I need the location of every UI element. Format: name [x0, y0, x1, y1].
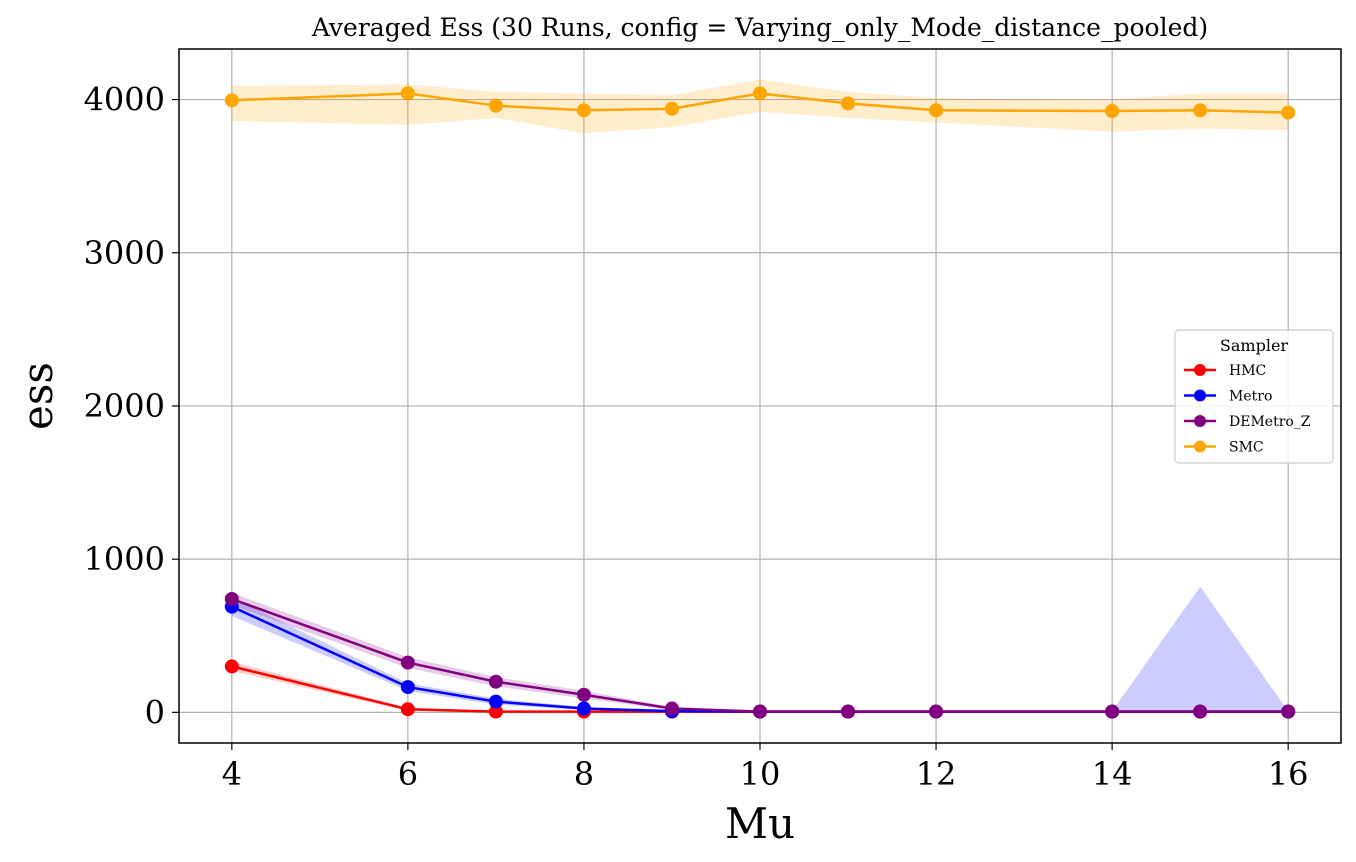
point-demetro-z	[576, 687, 591, 702]
legend-marker-demetro-z	[1194, 415, 1206, 427]
legend-label-hmc: HMC	[1229, 363, 1266, 379]
point-metro	[400, 680, 415, 695]
x-tick-label: 12	[916, 755, 957, 793]
x-axis-label: Mu	[725, 799, 795, 848]
legend-label-smc: SMC	[1229, 440, 1264, 456]
point-smc	[400, 86, 415, 101]
y-tick-label: 2000	[84, 387, 165, 425]
legend-marker-smc	[1194, 440, 1206, 453]
point-smc	[1193, 103, 1208, 118]
point-hmc	[400, 702, 415, 717]
legend-box	[1174, 329, 1334, 464]
band-metro	[231, 586, 1289, 713]
point-hmc	[488, 704, 503, 719]
point-demetro-z	[929, 704, 944, 719]
point-smc	[664, 101, 679, 116]
point-demetro-z	[664, 701, 679, 716]
point-demetro-z	[1193, 704, 1208, 719]
point-smc	[841, 96, 856, 111]
point-smc	[1281, 105, 1296, 120]
y-tick-label: 1000	[84, 540, 165, 578]
chart-title: Averaged Ess (30 Runs, config = Varying_…	[311, 13, 1208, 42]
legend-label-metro: Metro	[1229, 389, 1272, 405]
y-tick-label: 4000	[84, 81, 165, 119]
point-demetro-z	[400, 655, 415, 670]
y-tick-label: 3000	[84, 234, 165, 272]
grid	[179, 49, 1341, 743]
point-smc	[488, 98, 503, 113]
legend-title: Sampler	[1220, 336, 1289, 355]
point-smc	[929, 103, 944, 118]
axes: 4 6 8 10 12 14 16 0 1000 2000 3000 4000	[84, 48, 1342, 793]
x-tick-label: 10	[740, 755, 781, 793]
x-tick-label: 8	[574, 755, 594, 793]
x-tick-label: 16	[1268, 755, 1309, 793]
y-tick-label: 0	[145, 693, 165, 731]
point-demetro-z	[488, 674, 503, 689]
point-demetro-z	[224, 591, 239, 606]
point-metro	[488, 694, 503, 709]
x-tick-label: 4	[222, 755, 242, 793]
legend: Sampler HMC Metro DEMetro_Z SMC	[1174, 329, 1334, 464]
point-hmc	[224, 659, 239, 674]
point-demetro-z	[841, 704, 856, 719]
point-smc	[1105, 104, 1120, 119]
series-lines	[224, 86, 1296, 719]
legend-marker-metro	[1194, 389, 1206, 402]
point-smc	[224, 93, 239, 108]
legend-label-demetro-z: DEMetro_Z	[1229, 414, 1311, 430]
point-smc	[753, 86, 767, 101]
point-demetro-z	[753, 704, 767, 719]
point-demetro-z	[1281, 704, 1296, 719]
legend-marker-hmc	[1194, 364, 1206, 376]
band-smc	[231, 79, 1289, 134]
x-tick-label: 14	[1092, 755, 1133, 793]
y-axis-label: ess	[13, 362, 62, 430]
point-metro	[576, 701, 591, 716]
point-demetro-z	[1105, 704, 1120, 719]
x-tick-label: 6	[398, 755, 418, 793]
point-smc	[576, 103, 591, 118]
